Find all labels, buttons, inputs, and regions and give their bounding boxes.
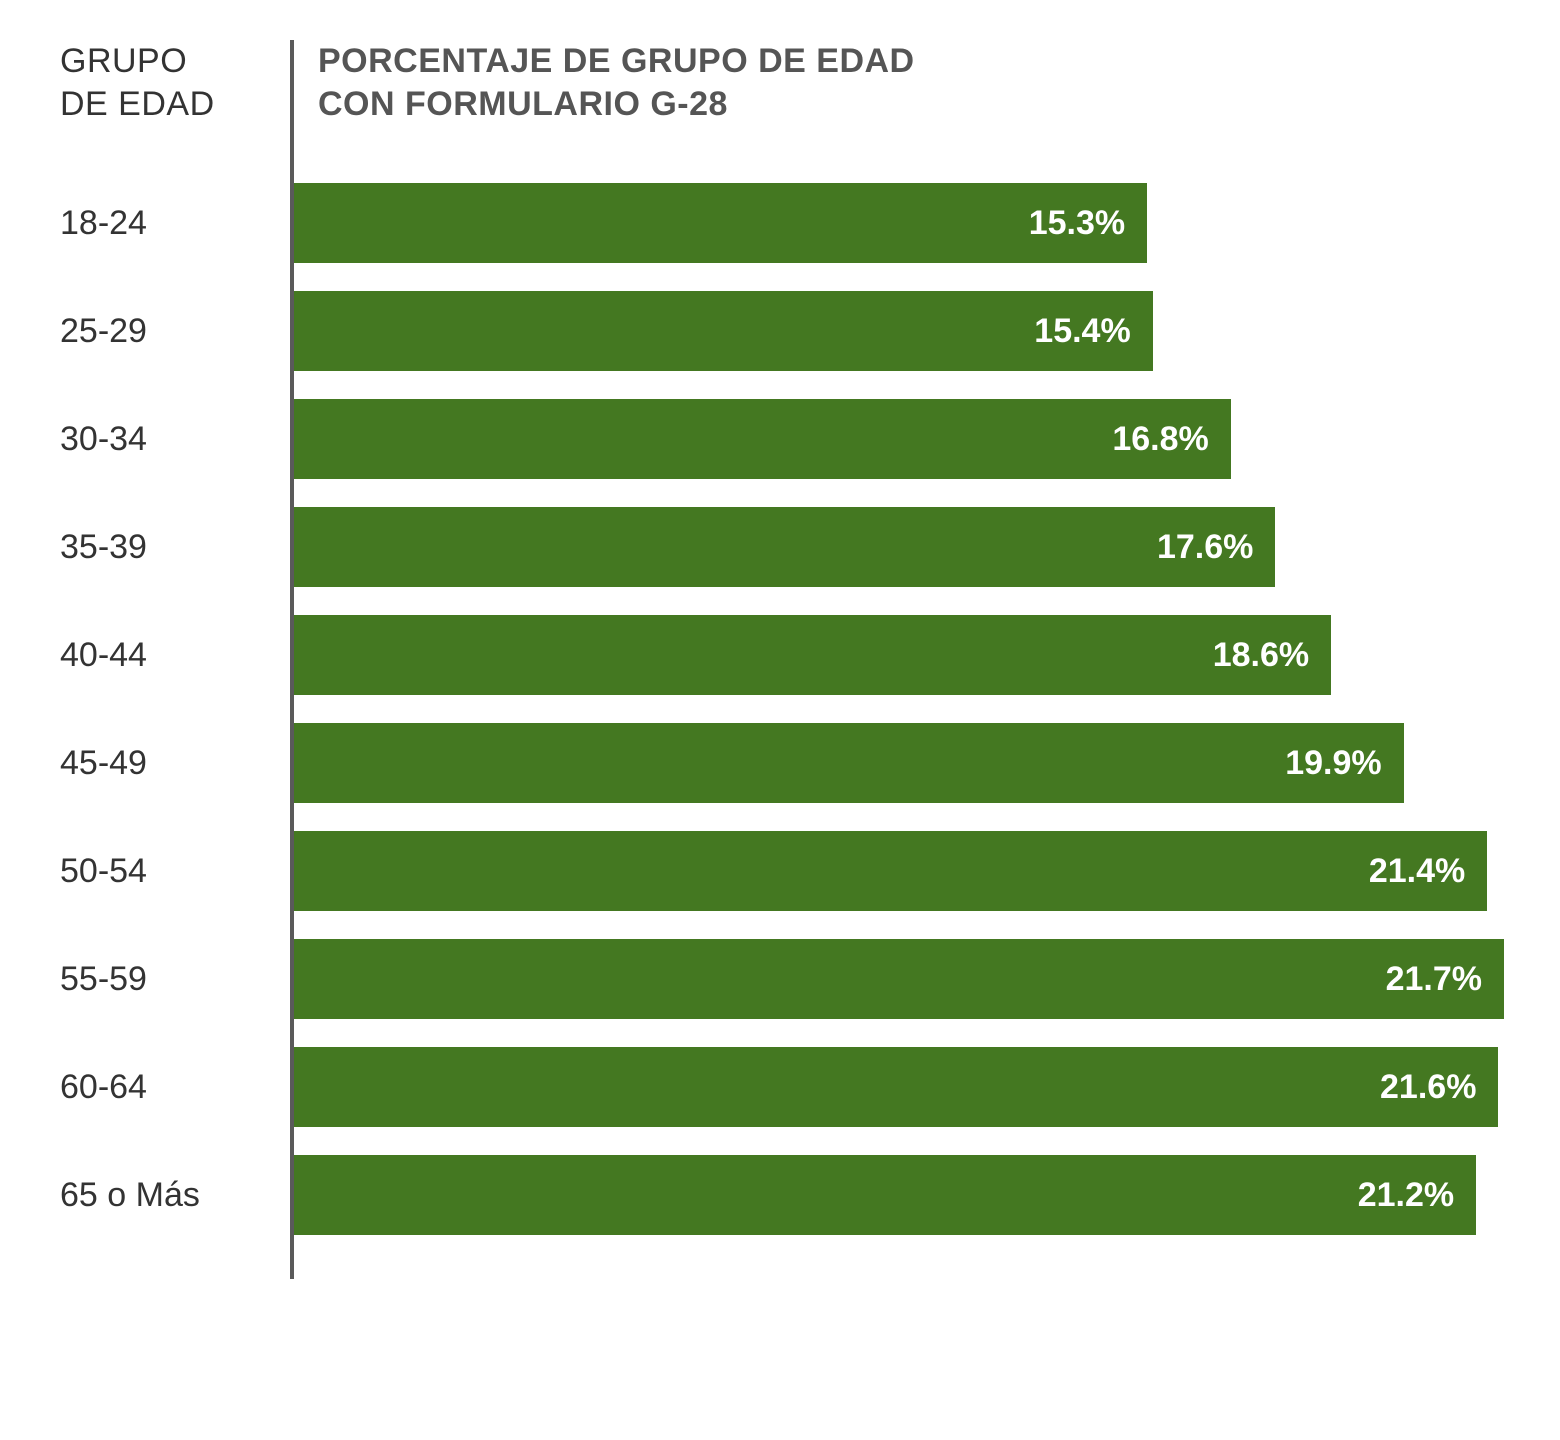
bar-value: 18.6% (1213, 636, 1309, 675)
header-right: PORCENTAJE DE GRUPO DE EDADCON FORMULARI… (318, 40, 915, 125)
bar: 19.9% (294, 723, 1404, 803)
row-label: 18-24 (60, 204, 290, 243)
bar-area: 21.2% (290, 1141, 1500, 1249)
bar-area: 21.7% (290, 925, 1504, 1033)
table-row: 65 o Más 21.2% (60, 1141, 1500, 1249)
table-row: 30-34 16.8% (60, 385, 1500, 493)
row-label: 55-59 (60, 960, 290, 999)
row-label: 65 o Más (60, 1176, 290, 1215)
bar: 17.6% (294, 507, 1275, 587)
vertical-divider (290, 40, 294, 1279)
bar-value: 15.4% (1034, 312, 1130, 351)
bar-value: 19.9% (1285, 744, 1381, 783)
header-right-area: PORCENTAJE DE GRUPO DE EDADCON FORMULARI… (290, 40, 1500, 125)
bar-area: 19.9% (290, 709, 1500, 817)
bar-area: 21.6% (290, 1033, 1500, 1141)
divider-tail-spacer (60, 1249, 1500, 1279)
bar-value: 15.3% (1029, 204, 1125, 243)
bar-value: 16.8% (1112, 420, 1208, 459)
table-row: 60-64 21.6% (60, 1033, 1500, 1141)
bar: 16.8% (294, 399, 1231, 479)
table-row: 18-24 15.3% (60, 169, 1500, 277)
table-row: 25-29 15.4% (60, 277, 1500, 385)
table-row: 45-49 19.9% (60, 709, 1500, 817)
row-label: 60-64 (60, 1068, 290, 1107)
bar-value: 21.2% (1358, 1176, 1454, 1215)
bar-value: 17.6% (1157, 528, 1253, 567)
bar: 21.4% (294, 831, 1487, 911)
row-label: 35-39 (60, 528, 290, 567)
row-label: 50-54 (60, 852, 290, 891)
bar-area: 17.6% (290, 493, 1500, 601)
chart-body: GRUPODE EDAD PORCENTAJE DE GRUPO DE EDAD… (60, 40, 1500, 1279)
table-row: 40-44 18.6% (60, 601, 1500, 709)
bar: 15.3% (294, 183, 1147, 263)
table-row: 35-39 17.6% (60, 493, 1500, 601)
row-label: 40-44 (60, 636, 290, 675)
header-row: GRUPODE EDAD PORCENTAJE DE GRUPO DE EDAD… (60, 40, 1500, 125)
bar: 21.2% (294, 1155, 1476, 1235)
bar: 15.4% (294, 291, 1153, 371)
bar-area: 15.4% (290, 277, 1500, 385)
bar-value: 21.4% (1369, 852, 1465, 891)
header-left: GRUPODE EDAD (60, 40, 290, 125)
bar-value: 21.6% (1380, 1068, 1476, 1107)
row-label: 25-29 (60, 312, 290, 351)
bar: 21.6% (294, 1047, 1498, 1127)
bar: 21.7% (294, 939, 1504, 1019)
bar-value: 21.7% (1386, 960, 1482, 999)
table-row: 55-59 21.7% (60, 925, 1500, 1033)
bar-area: 18.6% (290, 601, 1500, 709)
bar-area: 21.4% (290, 817, 1500, 925)
bar-area: 16.8% (290, 385, 1500, 493)
age-group-bar-chart: GRUPODE EDAD PORCENTAJE DE GRUPO DE EDAD… (60, 40, 1500, 1279)
bar-area: 15.3% (290, 169, 1500, 277)
row-label: 30-34 (60, 420, 290, 459)
table-row: 50-54 21.4% (60, 817, 1500, 925)
bar: 18.6% (294, 615, 1331, 695)
row-label: 45-49 (60, 744, 290, 783)
